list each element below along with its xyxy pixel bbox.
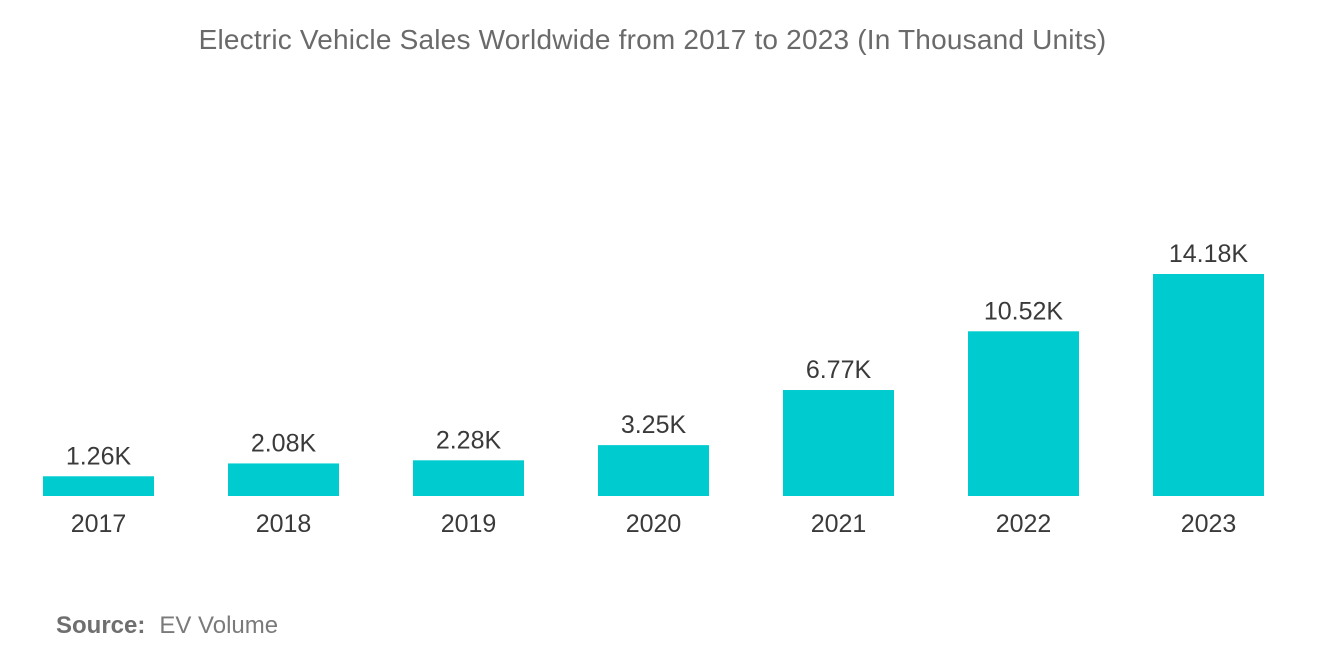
- x-tick-label-2019: 2019: [441, 510, 497, 538]
- x-tick-label-2017: 2017: [71, 510, 127, 538]
- bar-2017: [43, 476, 154, 496]
- x-tick-label-2020: 2020: [626, 510, 682, 538]
- source-text: EV Volume: [159, 612, 279, 639]
- bar-2020: [598, 445, 709, 496]
- x-tick-label-2021: 2021: [811, 510, 867, 538]
- chart-title: Electric Vehicle Sales Worldwide from 20…: [198, 24, 1107, 55]
- x-tick-label-2018: 2018: [256, 510, 312, 538]
- data-label-2017: 1.26K: [66, 442, 132, 470]
- data-label-2023: 14.18K: [1169, 240, 1249, 268]
- data-label-2018: 2.08K: [251, 429, 317, 457]
- bar-2018: [228, 463, 339, 496]
- bar-chart: 1.26K 2017 2.08K 2018 2.28K 2019 3.25K 2020 6.77…: [43, 240, 1264, 538]
- bar-2021: [783, 390, 894, 496]
- x-tick-label-2023: 2023: [1181, 510, 1237, 538]
- data-label-2021: 6.77K: [806, 356, 872, 384]
- bar-2022: [968, 331, 1079, 496]
- source-label: Source:: [56, 612, 146, 639]
- source-note: Source: EV Volume: [56, 612, 278, 640]
- bar-2023: [1153, 274, 1264, 496]
- data-label-2020: 3.25K: [621, 411, 687, 439]
- x-tick-label-2022: 2022: [996, 510, 1052, 538]
- data-label-2022: 10.52K: [984, 297, 1064, 325]
- bar-2019: [413, 460, 524, 496]
- data-label-2019: 2.28K: [436, 426, 502, 454]
